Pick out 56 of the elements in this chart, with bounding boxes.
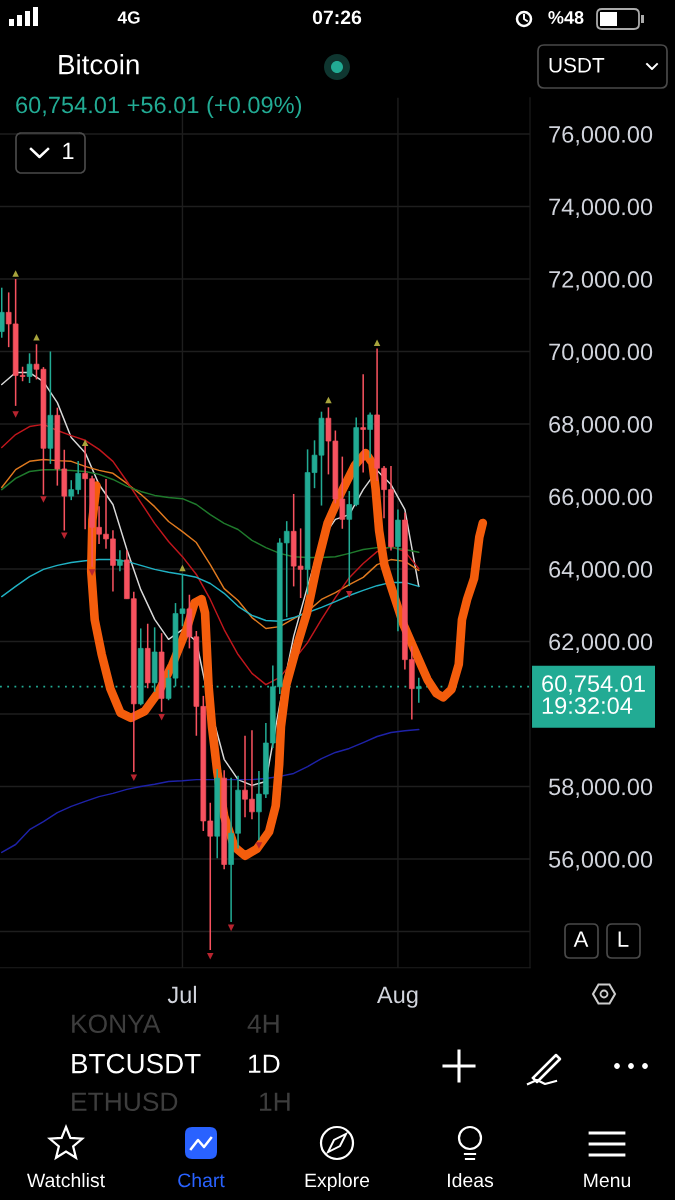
y-tick-label: 58,000.00	[549, 778, 653, 799]
candlestick	[416, 676, 422, 704]
text: 1H	[260, 1092, 290, 1111]
x-tick-label: Aug	[376, 986, 418, 1008]
x-tick-label: Jul	[167, 985, 196, 1004]
chart-subtitle: 60,754.01 +56.01 (+0.09%)	[16, 96, 302, 118]
point	[12, 270, 19, 277]
text: KONYA	[72, 1014, 161, 1034]
point	[373, 339, 381, 347]
y-tick-label: 64,000.00	[549, 561, 653, 581]
y-tick-label: 62,000.00	[549, 633, 653, 654]
candlestick	[360, 373, 366, 474]
text: Menu	[584, 1173, 631, 1188]
y-tick-label: 70,000.00	[549, 343, 653, 364]
point	[61, 532, 68, 539]
text: %48	[548, 11, 584, 24]
text: ETHUSD	[72, 1092, 178, 1112]
point	[255, 842, 263, 849]
text: A	[573, 931, 589, 947]
candlestick	[26, 352, 33, 384]
point	[12, 411, 19, 418]
y-tick-label: 72,000.00	[549, 271, 653, 291]
point	[346, 591, 353, 598]
point	[33, 334, 40, 341]
line-series	[1, 458, 420, 630]
text: USDT	[549, 57, 605, 73]
point	[40, 496, 47, 503]
point	[158, 714, 165, 721]
line-series	[1, 468, 420, 559]
text: 4G	[117, 11, 140, 24]
candlestick	[0, 286, 5, 339]
y-tick-label: 56,000.00	[549, 851, 653, 871]
point	[81, 439, 89, 447]
text: 1D	[249, 1054, 280, 1073]
point	[207, 952, 214, 960]
candlestick	[367, 411, 373, 459]
ref-line-label: 60,754.01 19:32:04	[542, 675, 645, 715]
text: L	[618, 931, 629, 947]
y-tick-label: 74,000.00	[549, 198, 653, 219]
annotation: 1	[63, 142, 74, 160]
y-tick-label: 66,000.00	[549, 488, 653, 509]
text: 07:26	[312, 10, 362, 25]
text: Ideas	[448, 1172, 494, 1188]
point	[88, 569, 96, 576]
text: BTCUSDT	[72, 1053, 201, 1074]
y-tick-label: 68,000.00	[549, 416, 653, 436]
text: Chart	[178, 1172, 225, 1188]
y-tick-label: 76,000.00	[549, 126, 653, 146]
line-series	[1, 423, 420, 686]
text: Explore	[305, 1172, 370, 1192]
chart-title: Bitcoin	[59, 54, 139, 75]
text: 4H	[247, 1014, 279, 1033]
text: Watchlist	[27, 1172, 105, 1188]
line-series	[1, 728, 420, 854]
line-series	[1, 558, 420, 622]
candlestick	[117, 549, 123, 572]
